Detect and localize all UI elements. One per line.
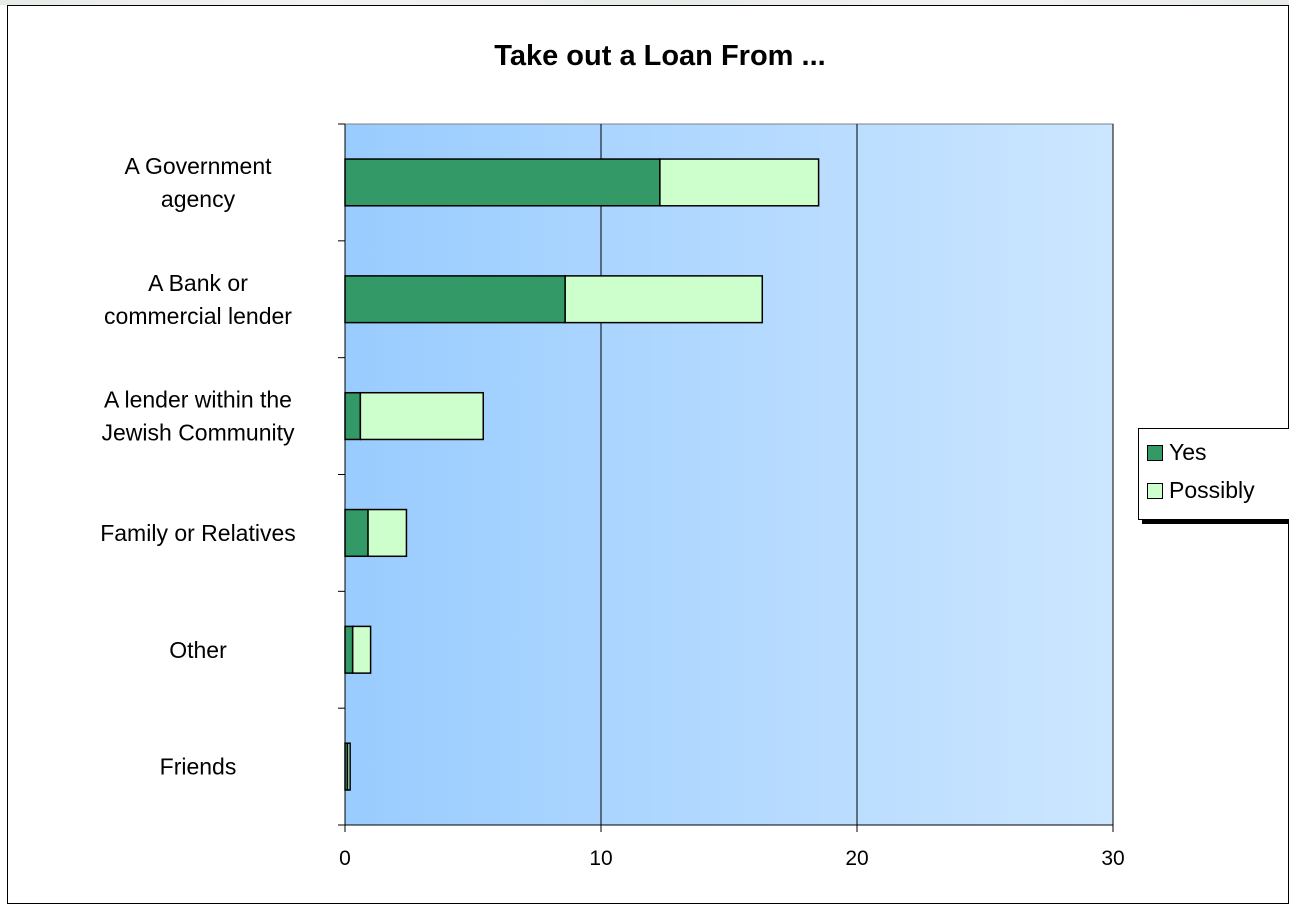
bar-possibly-2 xyxy=(359,391,484,441)
category-label-2: A lender within the Jewish Community xyxy=(102,387,295,446)
category-label-line: Family or Relatives xyxy=(100,520,296,546)
x-tick-label-30: 30 xyxy=(1101,847,1124,870)
bar-possibly-3 xyxy=(367,508,408,558)
bar-possibly-1 xyxy=(564,275,764,324)
x-tick-label-20: 20 xyxy=(845,847,868,870)
category-label-4: Other xyxy=(169,637,227,663)
x-tick-label-10: 10 xyxy=(589,847,612,870)
bar-possibly-4 xyxy=(351,625,372,674)
category-label-line: Other xyxy=(169,637,227,663)
legend-item-yes: Yes xyxy=(1147,439,1207,466)
legend-label-possibly: Possibly xyxy=(1169,477,1255,503)
category-label-1: A Bank or commercial lender xyxy=(104,270,292,329)
category-label-line: A Government xyxy=(124,153,272,179)
category-label-5: Friends xyxy=(160,754,237,780)
category-label-line: Jewish Community xyxy=(102,420,295,446)
x-tick-label-0: 0 xyxy=(339,847,351,870)
legend: Yes Possibly xyxy=(1138,428,1289,520)
top-strip xyxy=(0,0,1289,5)
legend-item-possibly: Possibly xyxy=(1147,477,1255,504)
axes xyxy=(338,123,1114,832)
category-label-line: agency xyxy=(161,186,236,212)
bars xyxy=(344,158,820,791)
category-label-line: commercial lender xyxy=(104,303,292,329)
legend-label-yes: Yes xyxy=(1169,439,1207,465)
legend-swatch-possibly xyxy=(1147,482,1163,499)
category-label-line: A Bank or xyxy=(148,270,248,296)
category-label-0: A Government agency xyxy=(124,153,272,212)
tick-labels: 0 10 20 30 xyxy=(339,847,1125,870)
plot-area xyxy=(344,123,1114,826)
bar-possibly-5 xyxy=(346,742,351,791)
category-label-3: Family or Relatives xyxy=(100,520,296,546)
legend-swatch-yes xyxy=(1147,444,1163,461)
category-labels: A Government agency A Bank or commercial le… xyxy=(100,153,296,780)
bar-yes-0 xyxy=(344,158,661,207)
grid-lines xyxy=(600,124,1114,825)
bar-possibly-0 xyxy=(659,158,820,207)
chart-title: Take out a Loan From ... xyxy=(494,40,826,72)
bar-yes-1 xyxy=(344,275,566,324)
bar-yes-4 xyxy=(344,625,354,674)
category-label-line: Friends xyxy=(160,754,237,780)
category-label-line: A lender within the xyxy=(104,387,292,413)
bar-yes-3 xyxy=(344,508,369,558)
bar-yes-2 xyxy=(344,391,362,441)
